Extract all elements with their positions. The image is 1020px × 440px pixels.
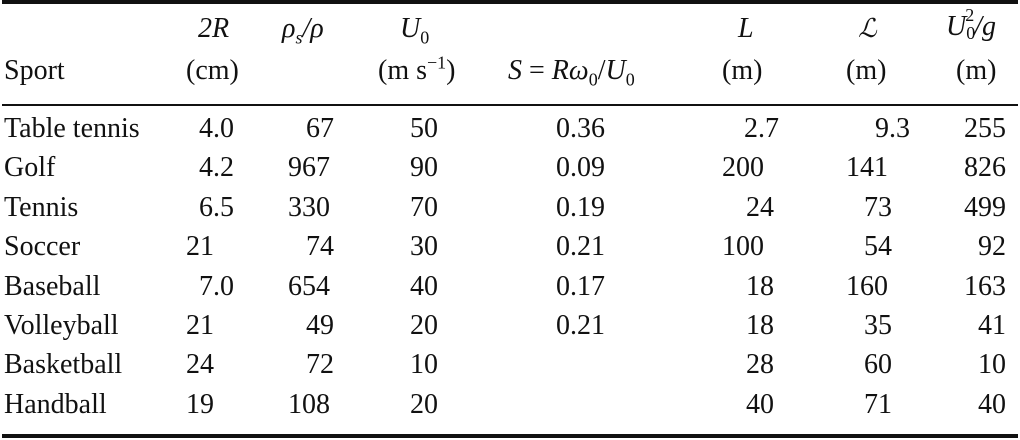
cell-sport: Table tennis: [4, 113, 140, 144]
cell-u0: 20: [410, 310, 438, 341]
cell-sport: Baseball: [4, 270, 101, 302]
col-u0-symbol: U0: [400, 13, 430, 48]
col-u2g-unit: (m): [956, 55, 997, 86]
col-l-symbol: L: [738, 13, 754, 44]
cell-u2g: 41: [978, 310, 1006, 341]
cell-u0: 50: [410, 113, 438, 144]
cell-sport: Volleyball: [4, 310, 119, 341]
cell-u2g: 499: [964, 191, 1006, 223]
top-rule: [2, 0, 1018, 4]
bottom-rule: [2, 434, 1018, 438]
col-2r-symbol: 2R: [198, 13, 230, 44]
header-rule: [2, 104, 1018, 106]
col-density-ratio-symbol: ρs/ρ: [282, 13, 324, 48]
cell-script-l: 71: [864, 388, 892, 420]
cell-script-l: 35: [864, 310, 892, 341]
cell-density-ratio: 654: [288, 270, 330, 302]
cell-spin-parameter: 0.21: [556, 231, 605, 263]
cell-density-ratio: 67: [306, 113, 334, 144]
cell-script-l: 160: [846, 270, 888, 302]
cell-u2g: 826: [964, 152, 1006, 184]
col-spin-parameter-header: S = Rω0/U0: [508, 55, 635, 90]
cell-u2g: 92: [978, 231, 1006, 263]
cell-l: 100: [722, 231, 764, 263]
cell-script-l: 9.3: [875, 113, 910, 144]
cell-diameter: 24: [186, 349, 214, 381]
cell-spin-parameter: 0.21: [556, 310, 605, 341]
cell-density-ratio: 74: [306, 231, 334, 263]
cell-l: 200: [722, 152, 764, 184]
cell-l: 24: [746, 191, 774, 223]
cell-spin-parameter: 0.36: [556, 113, 605, 144]
cell-diameter: 4.2: [199, 152, 234, 184]
cell-diameter: 21: [186, 310, 214, 341]
cell-u0: 10: [410, 349, 438, 381]
cell-script-l: 141: [846, 152, 888, 184]
cell-sport: Basketball: [4, 349, 123, 381]
col-2r-unit: (cm): [186, 55, 239, 86]
cell-density-ratio: 967: [288, 152, 330, 184]
cell-l: 2.7: [744, 113, 779, 144]
cell-spin-parameter: 0.09: [556, 152, 605, 184]
col-u2g-symbol: U02/g: [946, 5, 997, 43]
cell-density-ratio: 330: [288, 191, 330, 223]
cell-u2g: 10: [978, 349, 1006, 381]
cell-spin-parameter: 0.19: [556, 191, 605, 223]
cell-diameter: 4.0: [199, 113, 234, 144]
cell-density-ratio: 49: [306, 310, 334, 341]
cell-diameter: 7.0: [199, 270, 234, 302]
cell-u0: 90: [410, 152, 438, 184]
cell-diameter: 6.5: [199, 191, 234, 223]
col-u0-unit: (m s−1): [378, 52, 456, 86]
cell-l: 18: [746, 270, 774, 302]
cell-script-l: 60: [864, 349, 892, 381]
cell-sport: Tennis: [4, 191, 79, 223]
col-l-unit: (m): [722, 55, 763, 86]
cell-u0: 40: [410, 270, 438, 302]
cell-l: 28: [746, 349, 774, 381]
cell-l: 40: [746, 388, 774, 420]
cell-u2g: 255: [964, 113, 1006, 144]
cell-sport: Golf: [4, 152, 56, 184]
col-script-l-symbol: ℒ: [858, 14, 877, 44]
cell-l: 18: [746, 310, 774, 341]
col-sport-header: Sport: [4, 55, 65, 86]
cell-sport: Handball: [4, 388, 107, 420]
cell-script-l: 54: [864, 231, 892, 263]
cell-u2g: 40: [978, 388, 1006, 420]
cell-script-l: 73: [864, 191, 892, 223]
cell-diameter: 19: [186, 388, 214, 420]
cell-u0: 20: [410, 388, 438, 420]
cell-diameter: 21: [186, 231, 214, 263]
cell-spin-parameter: 0.17: [556, 270, 605, 302]
cell-u0: 70: [410, 191, 438, 223]
cell-sport: Soccer: [4, 231, 81, 263]
cell-density-ratio: 72: [306, 349, 334, 381]
cell-density-ratio: 108: [288, 388, 330, 420]
col-script-l-unit: (m): [846, 55, 887, 86]
cell-u0: 30: [410, 231, 438, 263]
cell-u2g: 163: [964, 270, 1006, 302]
